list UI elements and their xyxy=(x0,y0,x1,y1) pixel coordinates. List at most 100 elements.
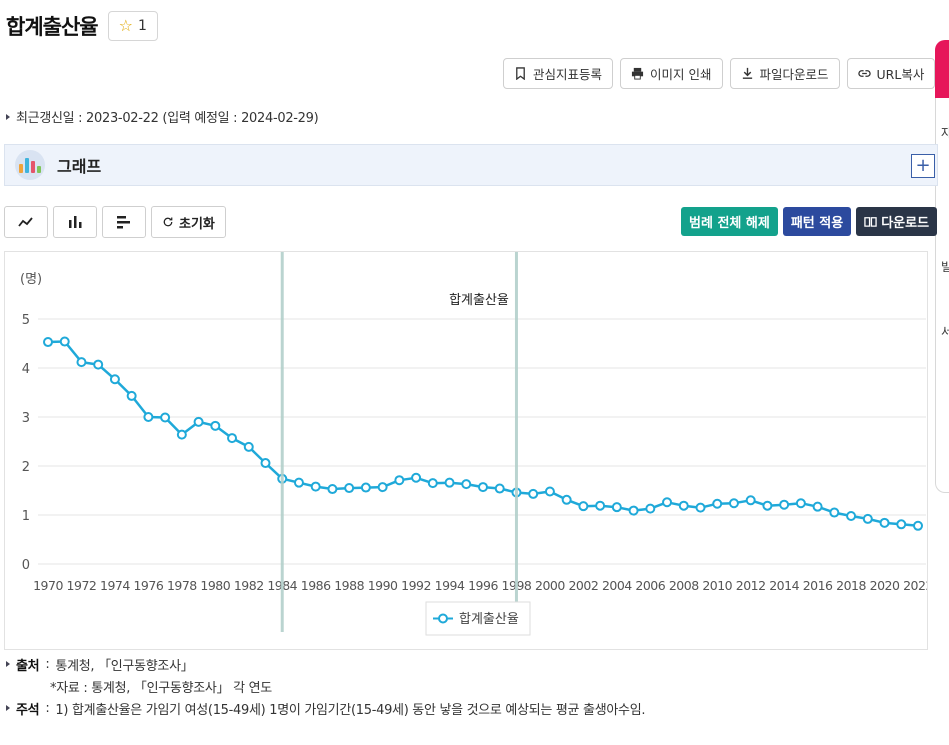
source-sub-text: *자료 : 통계청, 「인구동향조사」 각 연도 xyxy=(50,680,272,696)
data-point xyxy=(628,505,639,516)
data-point xyxy=(344,483,355,494)
data-point xyxy=(712,498,723,509)
x-tick-label: 2010 xyxy=(702,578,732,593)
y-axis-unit: (명) xyxy=(20,272,42,287)
chart-action-buttons: 범례 전체 해제 패턴 적용 다운로드 xyxy=(681,207,938,236)
bookmark-label: 관심지표등록 xyxy=(533,67,603,82)
data-point xyxy=(59,336,70,347)
data-point xyxy=(176,429,187,440)
data-point xyxy=(293,477,304,488)
data-point xyxy=(411,472,422,483)
legend-clear-button[interactable]: 범례 전체 해제 xyxy=(681,207,778,236)
update-info: 최근갱신일 : 2023-02-22 (입력 예정일 : 2024-02-29) xyxy=(6,107,319,126)
legend-label: 합계출산율 xyxy=(459,612,519,627)
horizontal-bar-icon xyxy=(117,216,130,229)
data-point xyxy=(243,441,254,452)
page-title: 합계출산율 xyxy=(6,15,99,39)
favorite-count: 1 xyxy=(137,18,147,34)
column-chart-icon xyxy=(69,216,82,228)
star-icon: ☆ xyxy=(118,16,133,35)
y-tick-label: 3 xyxy=(22,411,30,426)
data-point xyxy=(210,420,221,431)
data-point xyxy=(812,501,823,512)
data-point xyxy=(327,484,338,495)
x-tick-label: 2020 xyxy=(870,578,900,593)
refresh-icon xyxy=(163,217,173,227)
url-copy-label: URL복사 xyxy=(876,67,925,82)
data-point xyxy=(762,500,773,511)
title-row: 합계출산율 ☆ 1 xyxy=(6,10,158,42)
url-copy-button[interactable]: URL복사 xyxy=(846,58,936,89)
graph-section-header: 그래프 + xyxy=(4,144,938,186)
file-download-button[interactable]: 파일다운로드 xyxy=(729,58,840,89)
reset-label: 초기화 xyxy=(179,216,215,232)
printer-icon xyxy=(631,67,644,80)
data-point xyxy=(879,517,890,528)
legend-marker xyxy=(438,613,448,624)
x-tick-label: 2002 xyxy=(568,578,598,593)
x-tick-label: 1972 xyxy=(67,578,97,593)
data-point xyxy=(745,495,756,506)
data-point xyxy=(662,497,673,508)
graph-section-title: 그래프 xyxy=(57,157,102,176)
x-tick-label: 1976 xyxy=(133,578,163,593)
x-tick-label: 2008 xyxy=(669,578,699,593)
data-point xyxy=(193,416,204,427)
print-button[interactable]: 이미지 인쇄 xyxy=(620,58,723,89)
data-point xyxy=(779,499,790,510)
y-tick-label: 4 xyxy=(22,362,30,377)
line-chart-icon xyxy=(18,217,33,227)
line-chart-button[interactable] xyxy=(4,206,48,238)
y-tick-label: 2 xyxy=(22,460,30,475)
book-icon xyxy=(864,217,877,227)
bar-chart-button[interactable] xyxy=(53,206,97,238)
pattern-label: 패턴 적용 xyxy=(790,216,844,231)
bookmark-button[interactable]: 관심지표등록 xyxy=(503,58,614,89)
x-tick-label: 1990 xyxy=(368,578,398,593)
side-panel-char: 서 xyxy=(941,325,949,339)
chart-download-button[interactable]: 다운로드 xyxy=(856,207,938,236)
x-tick-label: 1970 xyxy=(33,578,63,593)
bullet-icon xyxy=(6,705,10,711)
data-point xyxy=(611,502,622,513)
data-point xyxy=(360,482,371,493)
bullet-icon xyxy=(6,661,10,667)
note-label: 주석 xyxy=(16,702,40,718)
x-tick-label: 2018 xyxy=(836,578,866,593)
data-point xyxy=(43,337,53,348)
data-point xyxy=(678,500,689,511)
x-tick-label: 2012 xyxy=(736,578,766,593)
note-text: 1) 합계출산율은 가임기 여성(15-49세) 1명이 가임기간(15-49세… xyxy=(55,702,646,718)
data-point xyxy=(728,498,739,509)
x-tick-label: 2022 xyxy=(903,578,927,593)
x-tick-label: 2014 xyxy=(769,578,799,593)
data-point xyxy=(544,486,555,497)
data-point xyxy=(561,494,572,505)
data-point xyxy=(394,475,405,486)
data-point xyxy=(126,390,137,401)
data-point xyxy=(494,483,505,494)
data-point xyxy=(109,374,120,385)
bullet-icon xyxy=(6,113,10,120)
legend-clear-label: 범례 전체 해제 xyxy=(689,216,770,231)
data-point xyxy=(578,501,589,512)
bookmark-icon xyxy=(516,67,525,80)
data-point xyxy=(478,482,488,493)
data-point xyxy=(595,500,606,511)
file-download-label: 파일다운로드 xyxy=(759,67,829,82)
pattern-apply-button[interactable]: 패턴 적용 xyxy=(782,207,852,236)
y-tick-label: 1 xyxy=(22,509,30,524)
x-tick-label: 1978 xyxy=(167,578,197,593)
data-point xyxy=(695,502,706,513)
data-point xyxy=(227,433,238,444)
favorite-button[interactable]: ☆ 1 xyxy=(107,11,158,41)
x-tick-label: 1988 xyxy=(334,578,364,593)
x-tick-label: 2016 xyxy=(803,578,833,593)
source-block: 출처: 통계청, 「인구동향조사」 *자료 : 통계청, 「인구동향조사」 각 … xyxy=(6,653,645,719)
side-panel-tab[interactable] xyxy=(935,40,949,98)
horizontal-bar-button[interactable] xyxy=(102,206,146,238)
x-tick-label: 2006 xyxy=(635,578,665,593)
reset-button[interactable]: 초기화 xyxy=(151,206,226,238)
data-point xyxy=(645,503,656,514)
expand-button[interactable]: + xyxy=(911,154,935,178)
